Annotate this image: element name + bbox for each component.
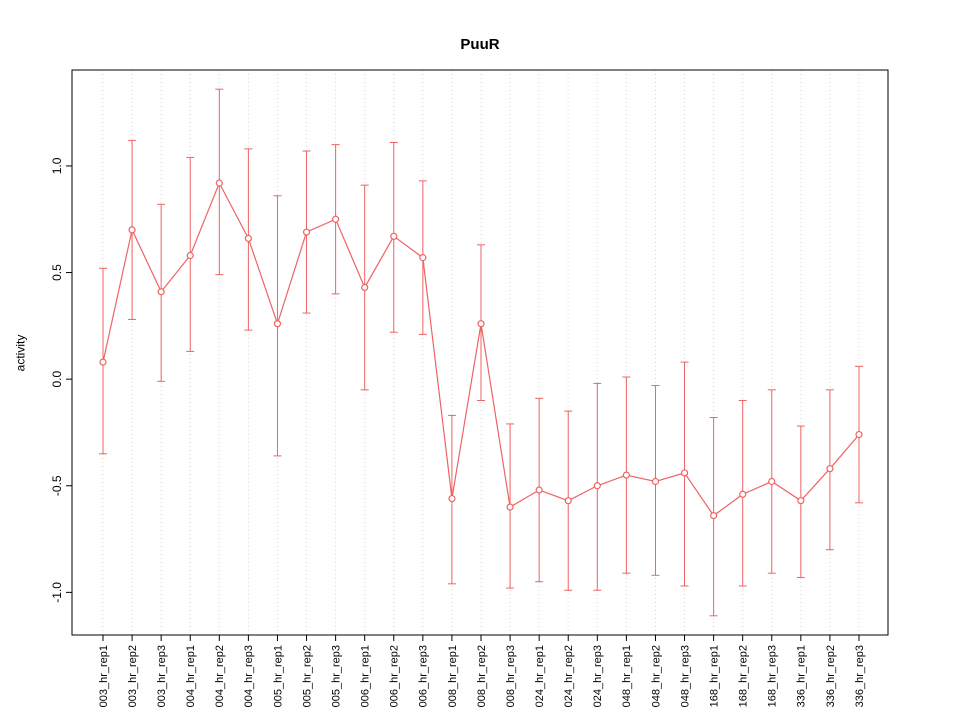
x-tick-label: 003_hr_rep3 xyxy=(156,645,168,707)
data-point xyxy=(128,226,136,234)
data-point xyxy=(710,512,718,520)
x-tick-label: 336_hr_rep1 xyxy=(796,645,808,707)
data-point xyxy=(390,232,398,240)
x-tick-label: 048_hr_rep2 xyxy=(650,645,662,707)
data-point xyxy=(564,497,572,505)
y-tick-label: -1.0 xyxy=(50,582,64,603)
data-point xyxy=(506,503,514,511)
y-tick-label: 1.0 xyxy=(50,157,64,174)
data-point xyxy=(535,486,543,494)
data-point xyxy=(99,358,107,366)
y-tick-label: 0.5 xyxy=(50,264,64,281)
data-point xyxy=(186,251,194,260)
y-tick-label: 0.0 xyxy=(50,370,64,387)
x-tick-label: 024_hr_rep3 xyxy=(592,645,604,707)
chart-title: PuuR xyxy=(460,36,500,53)
data-point xyxy=(157,288,165,296)
data-point xyxy=(215,179,223,187)
data-point xyxy=(477,320,485,328)
x-tick-label: 006_hr_rep1 xyxy=(360,645,372,707)
x-tick-label: 008_hr_rep1 xyxy=(447,645,459,707)
x-tick-label: 168_hr_rep1 xyxy=(708,645,720,707)
x-tick-label: 008_hr_rep2 xyxy=(476,645,488,707)
x-tick-label: 005_hr_rep2 xyxy=(301,645,313,707)
x-tick-label: 168_hr_rep3 xyxy=(767,645,779,707)
x-tick-label: 336_hr_rep3 xyxy=(854,645,866,707)
x-tick-label: 005_hr_rep1 xyxy=(272,645,284,707)
data-point xyxy=(855,430,863,439)
data-point xyxy=(273,320,282,328)
x-tick-label: 008_hr_rep3 xyxy=(505,645,517,707)
x-tick-label: 024_hr_rep1 xyxy=(534,645,546,707)
data-point xyxy=(826,465,834,473)
x-tick-label: 048_hr_rep3 xyxy=(679,645,691,707)
data-point xyxy=(680,469,689,477)
data-point xyxy=(739,490,747,498)
data-point xyxy=(302,228,311,236)
x-tick-label: 004_hr_rep2 xyxy=(214,645,226,707)
data-point xyxy=(332,215,340,223)
x-tick-label: 168_hr_rep2 xyxy=(738,645,750,707)
data-point xyxy=(622,471,630,479)
data-point xyxy=(244,234,252,243)
data-point xyxy=(448,494,456,503)
data-point xyxy=(361,283,369,292)
x-tick-label: 336_hr_rep2 xyxy=(825,645,837,707)
x-tick-label: 006_hr_rep3 xyxy=(418,645,430,707)
y-tick-label: -0.5 xyxy=(50,475,64,496)
x-tick-label: 048_hr_rep1 xyxy=(621,645,633,707)
data-point xyxy=(651,477,660,486)
x-tick-label: 005_hr_rep3 xyxy=(330,645,342,707)
x-tick-label: 003_hr_rep1 xyxy=(98,645,110,707)
plot-border xyxy=(71,69,889,636)
data-point xyxy=(593,482,601,490)
x-tick-label: 004_hr_rep3 xyxy=(243,645,255,707)
x-tick-label: 006_hr_rep2 xyxy=(389,645,401,707)
x-tick-label: 003_hr_rep2 xyxy=(127,645,139,707)
data-point xyxy=(419,254,427,262)
x-tick-label: 024_hr_rep2 xyxy=(563,645,575,707)
data-point xyxy=(768,477,776,486)
data-point xyxy=(797,497,805,505)
x-tick-label: 004_hr_rep1 xyxy=(185,645,197,707)
